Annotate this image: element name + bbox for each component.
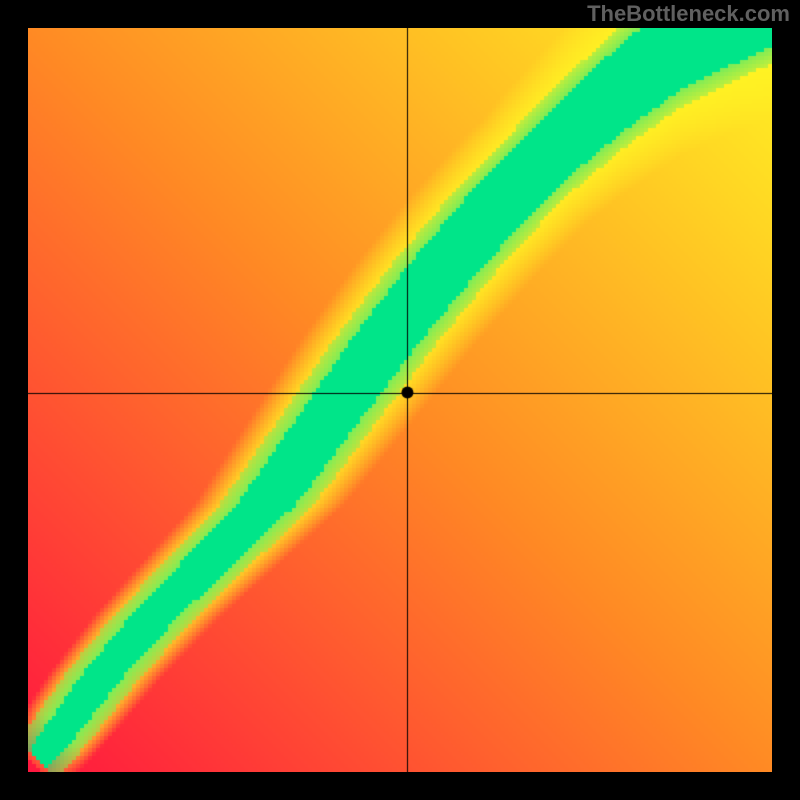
chart-container: TheBottleneck.com: [0, 0, 800, 800]
crosshair-overlay: [28, 28, 772, 772]
attribution-text: TheBottleneck.com: [587, 1, 790, 27]
